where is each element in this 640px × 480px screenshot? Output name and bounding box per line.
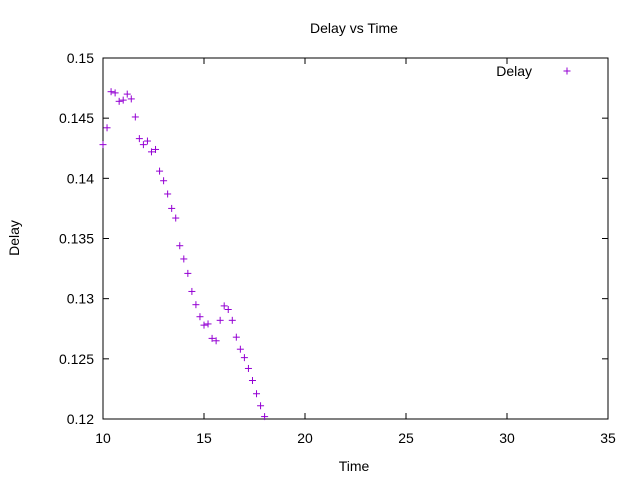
data-point bbox=[115, 97, 123, 105]
x-tick-label: 10 bbox=[95, 430, 111, 446]
data-point bbox=[228, 316, 236, 324]
data-point bbox=[135, 135, 143, 143]
data-point bbox=[123, 90, 131, 98]
data-point bbox=[236, 345, 244, 353]
data-point bbox=[147, 148, 155, 156]
y-tick-label: 0.135 bbox=[59, 231, 94, 247]
data-point bbox=[224, 305, 232, 313]
data-points bbox=[99, 88, 269, 421]
data-point bbox=[131, 113, 139, 121]
data-point bbox=[208, 334, 216, 342]
x-tick-label: 25 bbox=[398, 430, 414, 446]
data-point bbox=[261, 413, 269, 421]
legend-marker-icon bbox=[563, 67, 571, 75]
data-point bbox=[244, 364, 252, 372]
y-tick-label: 0.145 bbox=[59, 110, 94, 126]
y-tick-label: 0.14 bbox=[67, 170, 94, 186]
y-tick-label: 0.12 bbox=[67, 411, 94, 427]
y-tick-label: 0.125 bbox=[59, 351, 94, 367]
data-point bbox=[188, 287, 196, 295]
data-point bbox=[119, 96, 127, 104]
data-point bbox=[232, 333, 240, 341]
data-point bbox=[156, 167, 164, 175]
data-point bbox=[139, 141, 147, 149]
data-point bbox=[99, 141, 107, 149]
data-point bbox=[253, 390, 261, 398]
x-tick-label: 30 bbox=[499, 430, 515, 446]
data-point bbox=[107, 88, 115, 96]
y-tick-label: 0.13 bbox=[67, 291, 94, 307]
data-point bbox=[143, 137, 151, 145]
legend: Delay bbox=[496, 63, 571, 79]
axis-ticks: 10 15 20 25 30 35 0.12 0.125 0.13 0.135 0.14 0.145 0… bbox=[59, 50, 616, 446]
chart-title: Delay vs Time bbox=[310, 20, 398, 36]
y-axis-label: Delay bbox=[6, 220, 22, 256]
data-point bbox=[176, 242, 184, 250]
data-point bbox=[111, 89, 119, 97]
data-point bbox=[196, 313, 204, 321]
x-tick-label: 15 bbox=[196, 430, 212, 446]
x-tick-label: 20 bbox=[297, 430, 313, 446]
data-point bbox=[240, 354, 248, 362]
x-tick-label: 35 bbox=[600, 430, 616, 446]
data-point bbox=[248, 376, 256, 384]
data-point bbox=[204, 320, 212, 328]
data-point bbox=[200, 321, 208, 329]
data-point bbox=[172, 214, 180, 222]
data-point bbox=[152, 145, 160, 153]
data-point bbox=[212, 337, 220, 345]
data-point bbox=[257, 402, 265, 410]
data-point bbox=[127, 95, 135, 103]
data-point bbox=[180, 255, 188, 263]
x-axis-label: Time bbox=[339, 458, 370, 474]
data-point bbox=[168, 204, 176, 212]
data-point bbox=[184, 269, 192, 277]
data-point bbox=[164, 190, 172, 198]
data-point bbox=[160, 177, 168, 185]
legend-marker-glyph bbox=[563, 67, 571, 75]
data-point bbox=[103, 124, 111, 132]
y-tick-label: 0.15 bbox=[67, 50, 94, 66]
legend-label: Delay bbox=[496, 63, 532, 79]
data-point bbox=[216, 316, 224, 324]
data-point bbox=[192, 301, 200, 309]
data-point bbox=[220, 302, 228, 310]
